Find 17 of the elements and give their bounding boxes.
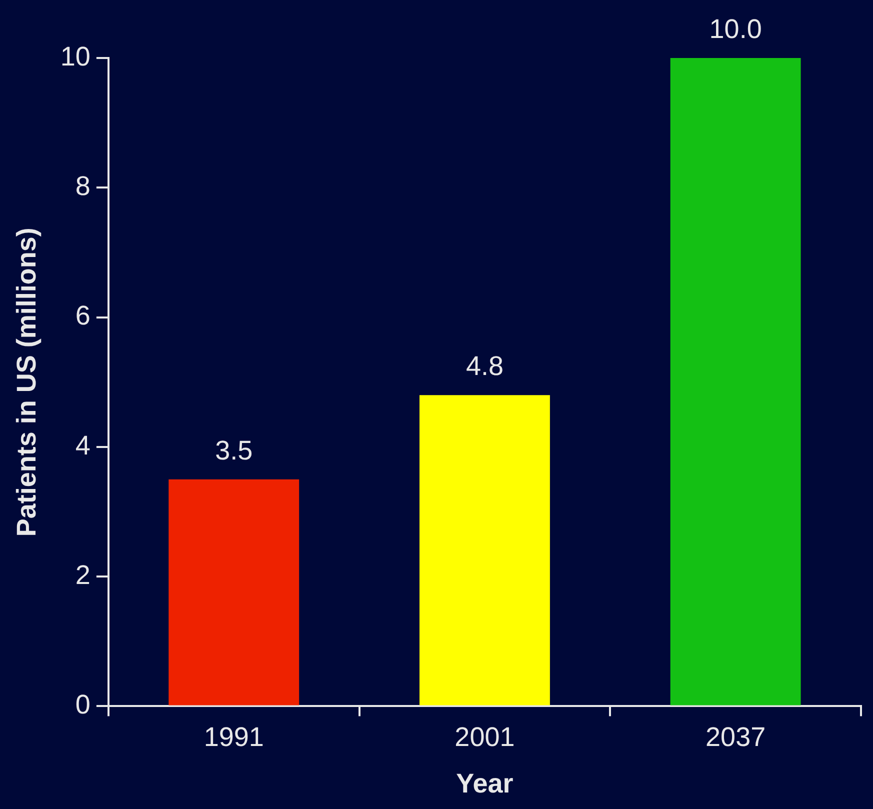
x-tick-label: 2037 [706, 722, 766, 752]
bar [168, 479, 300, 706]
y-tick-label: 4 [75, 430, 90, 460]
x-tick-label: 2001 [454, 722, 515, 752]
data-label: 10.0 [709, 14, 762, 44]
bar [419, 395, 550, 706]
bar [670, 58, 801, 706]
y-tick-label: 10 [60, 41, 90, 72]
y-tick-label: 8 [75, 171, 90, 202]
x-axis-title: Year [456, 768, 514, 798]
y-tick-label: 2 [75, 560, 90, 590]
y-tick-label: 6 [75, 300, 90, 331]
x-tick-label: 1991 [204, 722, 264, 752]
y-tick-label: 0 [75, 690, 90, 720]
data-label: 4.8 [466, 351, 504, 382]
y-axis-title: Patients in US (millions) [12, 228, 42, 537]
data-label: 3.5 [215, 435, 253, 466]
